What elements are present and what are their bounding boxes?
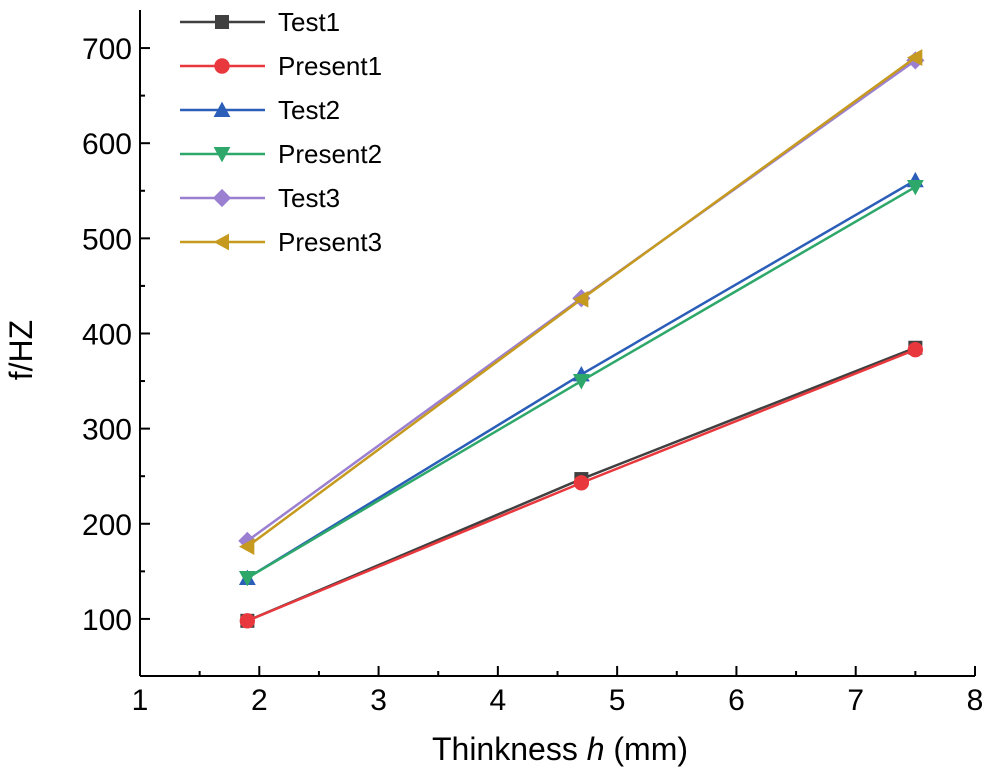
data-point-present1 bbox=[573, 475, 590, 491]
series-layer bbox=[238, 49, 925, 629]
x-axis-title: Thinkness h (mm) bbox=[432, 731, 688, 767]
y-tick-label: 500 bbox=[82, 223, 132, 256]
y-axis-title: f/HZ bbox=[3, 320, 39, 380]
legend-label-test3: Test3 bbox=[278, 183, 340, 213]
legend-marker-present3 bbox=[213, 233, 229, 251]
y-tick-label: 400 bbox=[82, 318, 132, 351]
legend: Test1 Present1 Test2 Present2 Test3 Present3 bbox=[180, 7, 382, 257]
data-point-present2 bbox=[238, 571, 256, 587]
legend-marker-present2 bbox=[213, 147, 231, 163]
x-tick-label: 5 bbox=[609, 684, 626, 717]
x-tick-label: 1 bbox=[132, 684, 149, 717]
x-axis-title-var: h bbox=[587, 731, 605, 767]
legend-label-present1: Present1 bbox=[278, 51, 382, 81]
legend-marker-test3 bbox=[212, 188, 232, 208]
legend-marker-present1 bbox=[214, 58, 230, 74]
x-tick-label: 2 bbox=[251, 684, 268, 717]
y-tick-label: 300 bbox=[82, 414, 132, 447]
x-tick-label: 4 bbox=[490, 684, 507, 717]
x-axis-title-text: Thinkness bbox=[432, 731, 578, 767]
x-tick-label: 7 bbox=[847, 684, 864, 717]
legend-marker-test2 bbox=[213, 101, 231, 117]
data-point-present3 bbox=[238, 538, 255, 556]
legend-label-test2: Test2 bbox=[278, 95, 340, 125]
x-tick-label: 8 bbox=[967, 684, 984, 717]
x-tick-label: 3 bbox=[370, 684, 387, 717]
legend-label-present2: Present2 bbox=[278, 139, 382, 169]
data-point-present2 bbox=[572, 374, 590, 390]
legend-marker-test1 bbox=[215, 15, 229, 29]
data-point-present2 bbox=[906, 179, 924, 196]
x-tick-label: 6 bbox=[728, 684, 745, 717]
x-axis-title-unit: (mm) bbox=[613, 731, 688, 767]
data-point-present1 bbox=[907, 341, 924, 358]
data-point-present3 bbox=[906, 49, 923, 66]
data-point-present1 bbox=[239, 613, 256, 629]
y-tick-label: 100 bbox=[82, 604, 132, 637]
legend-label-present3: Present3 bbox=[278, 227, 382, 257]
y-tick-label: 200 bbox=[82, 509, 132, 542]
data-point-present3 bbox=[572, 290, 589, 308]
y-tick-label: 700 bbox=[82, 33, 132, 66]
y-ticks: 100 200 300 400 500 600 700 bbox=[82, 33, 150, 637]
legend-label-test1: Test1 bbox=[278, 7, 340, 37]
axes bbox=[139, 10, 975, 677]
x-ticks: 1 2 3 4 5 6 7 8 bbox=[132, 666, 984, 717]
y-tick-label: 600 bbox=[82, 128, 132, 161]
